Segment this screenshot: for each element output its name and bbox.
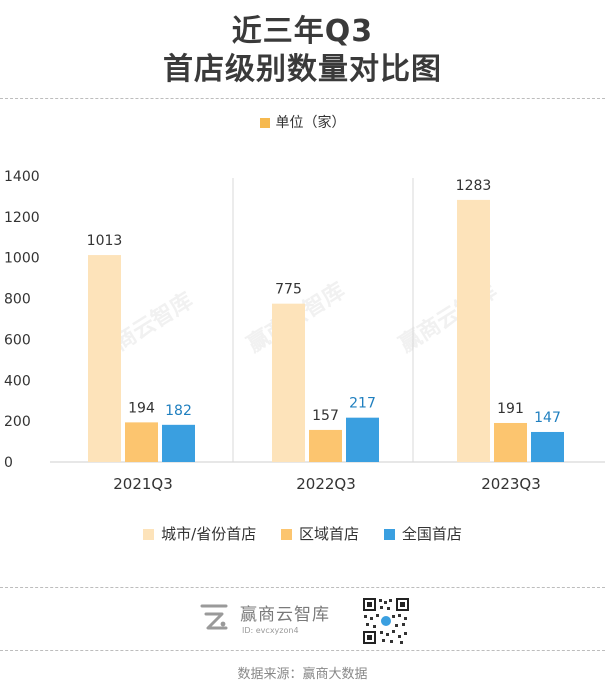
unit-label: 单位（家） (275, 115, 346, 131)
legend-swatch-region (281, 529, 293, 540)
data-label: 194 (128, 400, 155, 416)
bar (531, 431, 564, 462)
y-tick-label: 1000 (4, 251, 40, 267)
bar (88, 255, 121, 462)
legend-item-city: 城市/省份首店 (143, 523, 256, 544)
brand-name: 赢商云智库 (240, 605, 330, 625)
data-label: 182 (165, 403, 192, 419)
unit-swatch (259, 118, 270, 128)
y-tick-label: 0 (4, 455, 13, 471)
data-label: 1283 (456, 178, 492, 194)
y-tick-label: 1400 (4, 169, 40, 185)
y-tick-label: 600 (4, 332, 31, 348)
bar (457, 199, 490, 462)
unit-legend: 单位（家） (0, 112, 605, 132)
x-tick-label: 2022Q3 (296, 475, 356, 493)
legend-item-national: 全国首店 (383, 523, 462, 544)
legend-swatch-city (143, 529, 155, 540)
legend-label-city: 城市/省份首店 (161, 525, 257, 543)
data-label: 775 (275, 282, 302, 298)
bar-chart: 0 200 400 600 800 1000 1200 1400 1013 775 1283 194 1… (4, 169, 605, 493)
bar (125, 422, 158, 462)
divider-top (0, 98, 605, 99)
divider-bottom (0, 650, 605, 651)
legend-item-region: 区域首店 (281, 523, 359, 544)
bar (309, 429, 342, 462)
bar (346, 417, 379, 462)
legend-label-national: 全国首店 (401, 525, 462, 543)
data-label: 217 (349, 396, 376, 412)
legend-label-region: 区域首店 (299, 525, 360, 543)
chart-legend: 城市/省份首店 区域首店 全国首店 (0, 523, 605, 544)
y-tick-label: 800 (4, 292, 31, 308)
data-label: 147 (534, 410, 561, 426)
y-tick-label: 1200 (4, 210, 40, 226)
brand-id: ID: evcxyzon4 (242, 626, 299, 635)
y-tick-label: 200 (4, 414, 31, 430)
data-label: 191 (497, 401, 524, 417)
x-tick-label: 2021Q3 (113, 475, 173, 493)
divider-middle (0, 587, 605, 588)
bar (272, 303, 305, 462)
data-source: 数据来源：赢商大数据 (237, 667, 368, 682)
x-tick-label: 2023Q3 (481, 475, 541, 493)
qr-code-icon (362, 597, 410, 645)
bar (494, 422, 527, 462)
data-label: 157 (312, 408, 339, 424)
chart-title-line2: 首店级别数量对比图 (163, 52, 442, 87)
legend-swatch-national (383, 529, 395, 540)
data-label: 1013 (87, 233, 123, 249)
chart-title-line1: 近三年Q3 (231, 14, 374, 49)
brand-logo-icon (200, 604, 228, 630)
y-tick-label: 400 (4, 373, 31, 389)
brand-block: 赢商云智库 ID: evcxyzon4 (196, 594, 426, 644)
bar (162, 424, 195, 462)
